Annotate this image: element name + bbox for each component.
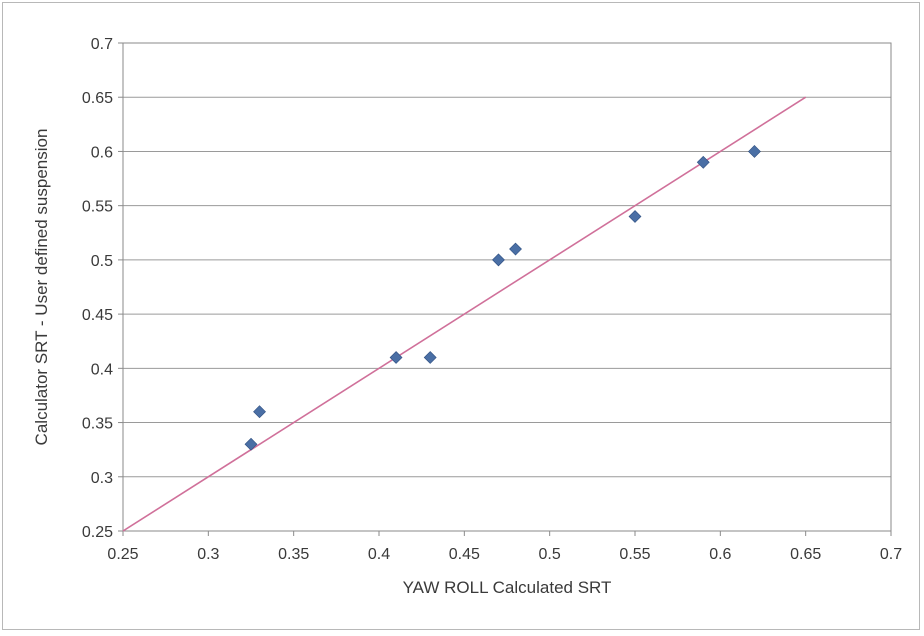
- grid-lines: [118, 42, 892, 536]
- y-tick-label-0: 0.25: [82, 524, 113, 541]
- reference-line: [122, 96, 807, 532]
- x-tick-label-4: 0.45: [449, 546, 480, 563]
- x-tick-label-9: 0.7: [880, 546, 902, 563]
- y-tick-label-3: 0.4: [91, 361, 113, 378]
- data-point-5: [509, 242, 522, 256]
- scatter-chart: 0.25 0.3 0.35 0.4 0.45 0.5 0.55 0.6 0.65 0.7 0.25…: [32, 36, 902, 597]
- plot-area-border: [122, 42, 892, 532]
- x-tick-label-8: 0.65: [790, 546, 821, 563]
- y-tick-labels: 0.25 0.3 0.35 0.4 0.45 0.5 0.55 0.6 0.65 0.7: [82, 36, 113, 541]
- x-tick-label-2: 0.35: [278, 546, 309, 563]
- data-point-7: [696, 155, 710, 169]
- x-tick-label-5: 0.5: [539, 546, 561, 563]
- y-tick-label-1: 0.3: [91, 470, 113, 487]
- y-tick-label-5: 0.5: [91, 253, 113, 270]
- y-tick-label-8: 0.65: [82, 90, 113, 107]
- x-tick-label-1: 0.3: [197, 546, 219, 563]
- data-point-3: [423, 351, 437, 364]
- x-tick-label-6: 0.55: [619, 546, 650, 563]
- reference-line-group: [122, 96, 807, 532]
- y-tick-label-9: 0.7: [91, 36, 113, 53]
- data-point-2: [389, 351, 403, 364]
- y-tick-label-7: 0.6: [91, 144, 113, 161]
- y-axis-label: Calculator SRT - User defined suspension: [32, 129, 51, 446]
- x-tick-label-7: 0.6: [709, 546, 731, 563]
- y-tick-label-2: 0.35: [82, 416, 113, 433]
- y-tick-label-4: 0.45: [82, 307, 113, 324]
- x-tick-label-3: 0.4: [368, 546, 390, 563]
- x-tick-label-0: 0.25: [107, 546, 138, 563]
- data-point-4: [492, 253, 505, 267]
- data-point-1: [253, 405, 266, 419]
- data-points: [244, 145, 761, 451]
- y-tick-label-6: 0.55: [82, 199, 113, 216]
- x-tick-labels: 0.25 0.3 0.35 0.4 0.45 0.5 0.55 0.6 0.65 0.7: [107, 546, 902, 563]
- x-axis-label: YAW ROLL Calculated SRT: [403, 578, 612, 597]
- data-point-8: [748, 145, 761, 158]
- data-point-6: [628, 210, 642, 223]
- data-point-0: [244, 437, 258, 451]
